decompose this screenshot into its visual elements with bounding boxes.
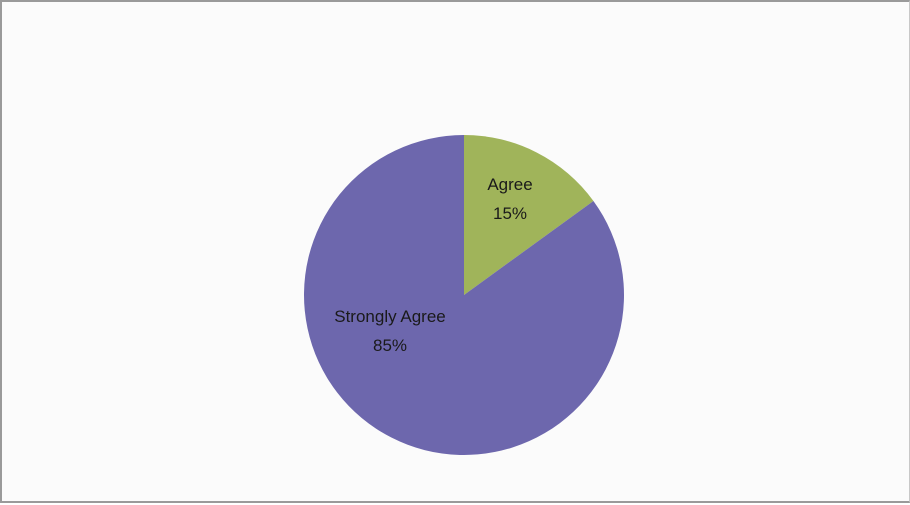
pie-labels: Agree 15% Strongly Agree 85% (334, 175, 532, 355)
slice-label-strongly-agree-category: Strongly Agree (334, 307, 446, 326)
slice-label-agree-category: Agree (487, 175, 532, 194)
pie-slice-agree (464, 135, 594, 295)
slice-label-strongly-agree-percent: 85% (373, 336, 407, 355)
pie-slices (304, 135, 625, 455)
slice-label-agree-percent: 15% (493, 204, 527, 223)
pie-slice-strongly-agree (304, 135, 625, 455)
